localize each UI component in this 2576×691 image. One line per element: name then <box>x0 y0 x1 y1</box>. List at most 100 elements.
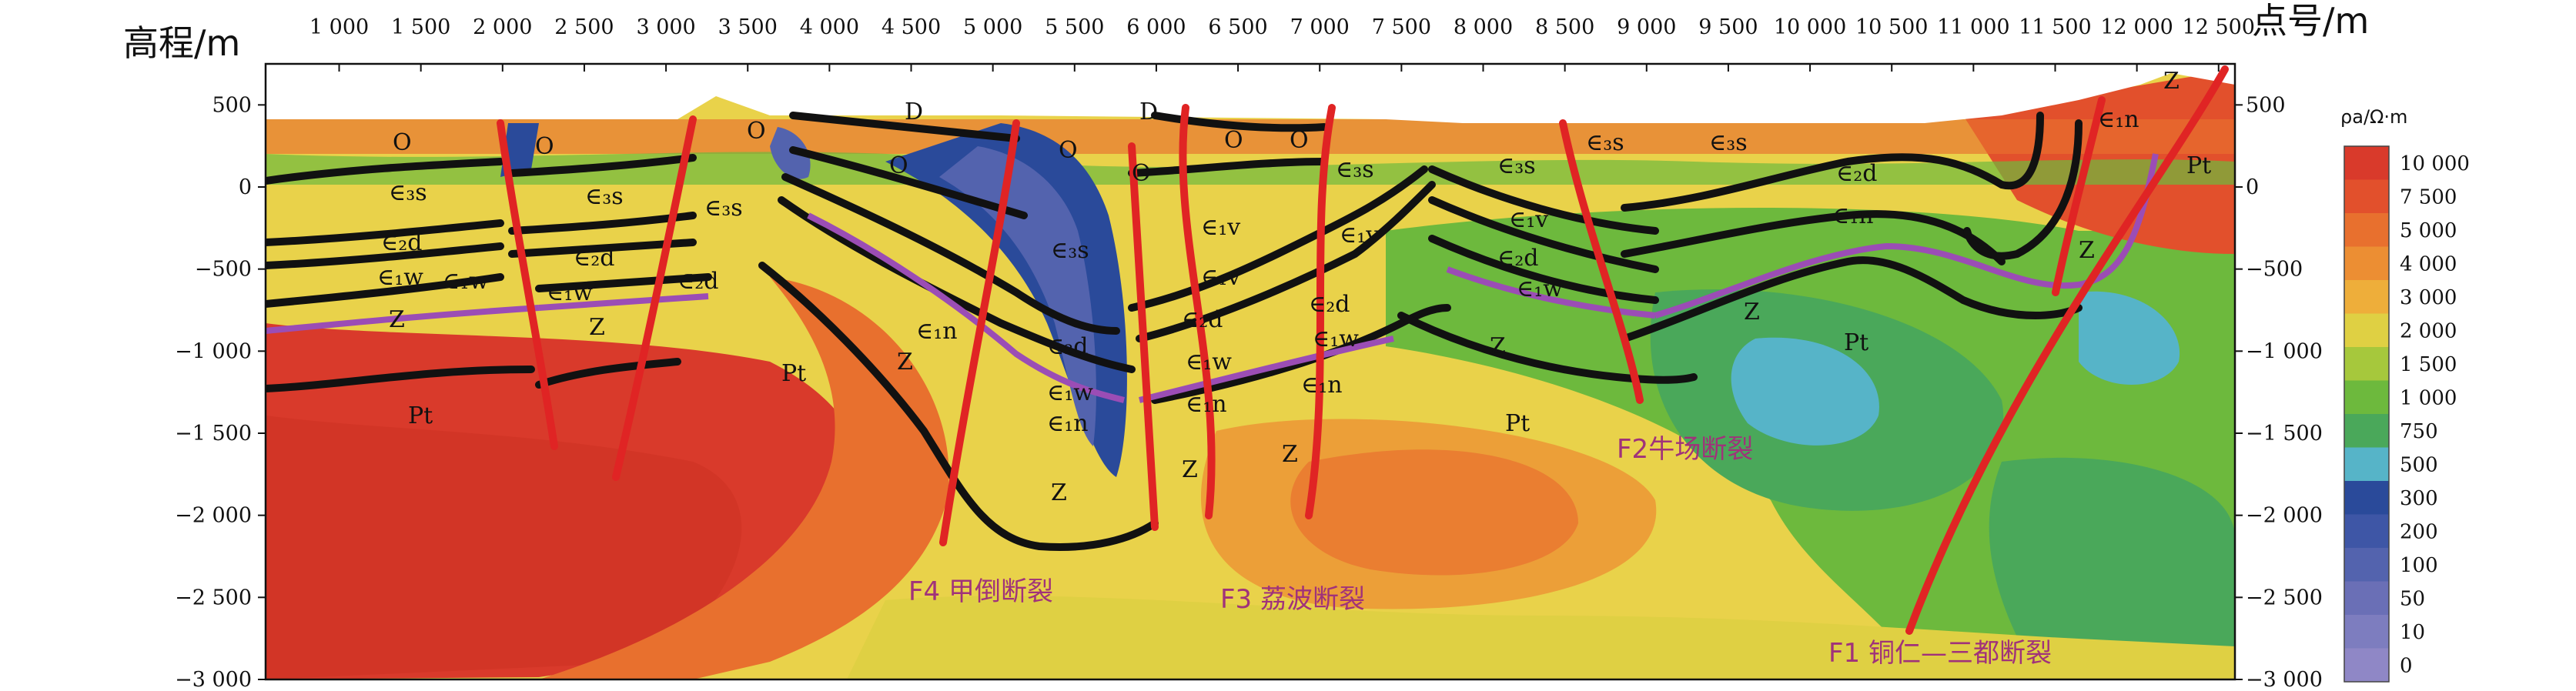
y-tick-label-right: −1 000 <box>2246 339 2323 363</box>
unit-label-O: O <box>1290 127 1309 154</box>
x-tick-label: 5 000 <box>963 15 1022 39</box>
legend-label: 500 <box>2400 453 2438 476</box>
legend-label: 5 000 <box>2400 219 2457 242</box>
x-tick-label: 3 500 <box>718 15 778 39</box>
y-tick-label-right: 500 <box>2246 93 2286 117</box>
unit-label-e1v: ∈₁v <box>1509 206 1548 233</box>
unit-label-e2d: ∈₂d <box>677 268 718 295</box>
unit-label-e3s: ∈₃s <box>1051 237 1089 264</box>
x-tick-label: 8 500 <box>1535 15 1594 39</box>
x-tick-label: 4 000 <box>800 15 859 39</box>
unit-label-O: O <box>393 129 412 156</box>
unit-label-Z: Z <box>1490 333 1506 360</box>
unit-label-e3s: ∈₃s <box>1336 156 1374 183</box>
legend-swatch <box>2344 447 2389 481</box>
x-tick-label: 2 500 <box>554 15 614 39</box>
legend-frame <box>2343 145 2390 683</box>
legend-swatch <box>2344 414 2389 448</box>
fault-label-F3: F3 荔波断裂 <box>1220 584 1365 615</box>
x-tick-label: 7 500 <box>1372 15 1431 39</box>
unit-label-e1w: ∈₁w <box>547 279 593 306</box>
x-axis-title: 点号/m <box>2252 0 2369 42</box>
x-tick-label: 7 000 <box>1290 15 1350 39</box>
legend-label: 750 <box>2400 420 2438 443</box>
unit-label-e2d: ∈₂d <box>1309 291 1350 318</box>
x-tick-label: 1 500 <box>391 15 450 39</box>
y-tick-label: −500 <box>195 258 252 282</box>
y-tick-label: −2 500 <box>175 586 252 609</box>
unit-label-e1w: ∈₁w <box>377 264 423 291</box>
legend-swatch <box>2344 280 2389 314</box>
unit-label-e2d: ∈₂d <box>381 229 422 256</box>
unit-label-e1w: ∈₁w <box>1517 275 1563 302</box>
fault-west-2 <box>612 115 697 481</box>
y-axis-ticks-left: 500 0 −500 −1 000 −1 500 −2 000 −2 500 −3 000 <box>175 93 266 691</box>
fault-west-1 <box>497 119 558 450</box>
legend-swatch <box>2344 246 2389 280</box>
unit-label-Z: Z <box>2163 68 2180 95</box>
legend-swatch <box>2344 347 2389 381</box>
legend-label: 300 <box>2400 487 2438 510</box>
unit-labels: Pt Pt Pt Pt Pt Z Z Z Z Z Z Z Z Z Z O O O… <box>377 68 2211 506</box>
unit-label-Pt: Pt <box>2186 152 2211 179</box>
unit-label-e3s: ∈₃s <box>1709 129 1748 156</box>
unit-label-e3s: ∈₃s <box>389 179 427 206</box>
unit-label-D: D <box>1139 98 1158 125</box>
y-tick-label: 0 <box>239 175 252 199</box>
legend-swatch <box>2344 648 2389 682</box>
fault-F1 <box>1905 65 2229 635</box>
y-axis-ticks-right: 500 0 −500 −1 000 −1 500 −2 000 −2 500 −3 000 <box>2235 93 2323 691</box>
x-tick-label: 10 500 <box>1855 15 1928 39</box>
legend-label: 7 500 <box>2400 185 2457 209</box>
unit-label-e2d: ∈₂d <box>1497 245 1538 272</box>
unit-label-Z: Z <box>1282 441 1298 468</box>
x-tick-label: 9 000 <box>1617 15 1676 39</box>
legend-swatch <box>2344 581 2389 615</box>
unit-label-e2d: ∈₂d <box>574 245 614 272</box>
fault-F3-branch <box>1305 104 1336 519</box>
unit-label-O: O <box>535 133 554 160</box>
boundary-e2d-base-left <box>266 242 504 269</box>
unit-label-e1v: ∈₁v <box>1201 214 1240 241</box>
strata-boundaries-purple <box>266 153 2159 403</box>
y-tick-label-right: −3 000 <box>2246 668 2323 691</box>
resistivity-legend: ρa/Ω·m 10 000 7 500 5 000 4 000 3 000 2 000 1 … <box>2340 106 2470 683</box>
x-tick-label: 6 000 <box>1126 15 1186 39</box>
x-tick-label: 2 000 <box>473 15 532 39</box>
unit-label-e3s: ∈₃s <box>1586 129 1624 156</box>
unit-label-Z: Z <box>1182 456 1198 483</box>
fault-F2 <box>1559 119 1644 404</box>
legend-swatch <box>2344 313 2389 347</box>
legend-label: 10 000 <box>2400 152 2470 175</box>
strata-boundaries <box>266 112 2083 551</box>
unit-label-e3s: ∈₃s <box>1497 152 1536 179</box>
unit-label-e1w: ∈₁w <box>443 268 489 295</box>
fault-F4 <box>939 119 1020 546</box>
fault-label-F4: F4 甲倒断裂 <box>908 576 1053 607</box>
unit-label-O: O <box>1132 160 1151 187</box>
unit-label-Z: Z <box>589 314 605 341</box>
legend-label: 1 500 <box>2400 353 2457 376</box>
unit-label-e1v: ∈₁v <box>1340 222 1379 249</box>
legend-swatch <box>2344 514 2389 548</box>
unit-label-O: O <box>747 118 766 145</box>
fault-labels: F4 甲倒断裂 F3 荔波断裂 F2牛场断裂 F1 铜仁—三都断裂 <box>908 434 2052 669</box>
boundary-O-base-left <box>266 158 504 185</box>
unit-label-Pt: Pt <box>781 360 806 387</box>
unit-label-e2d: ∈₂d <box>1182 306 1223 333</box>
fault-F4-branch <box>1128 142 1159 531</box>
x-tick-label: 12 500 <box>2183 15 2255 39</box>
fault-label-F1: F1 铜仁—三都断裂 <box>1828 638 2052 669</box>
boundary-Z-base-left <box>266 366 535 392</box>
unit-label-e1n: ∈₁n <box>916 318 958 345</box>
legend-swatch <box>2344 615 2389 649</box>
x-tick-label: 12 000 <box>2100 15 2173 39</box>
x-tick-label: 5 500 <box>1045 15 1104 39</box>
legend-label: 50 <box>2400 587 2425 610</box>
unit-label-O: O <box>1059 137 1078 164</box>
legend-label: 1 000 <box>2400 386 2457 409</box>
legend-label: 10 <box>2400 621 2425 644</box>
unit-label-e1w: ∈₁w <box>1186 349 1232 376</box>
legend-swatches: 10 000 7 500 5 000 4 000 3 000 2 000 1 500 1 00… <box>2343 145 2470 683</box>
unit-label-e3s: ∈₃s <box>585 183 624 210</box>
